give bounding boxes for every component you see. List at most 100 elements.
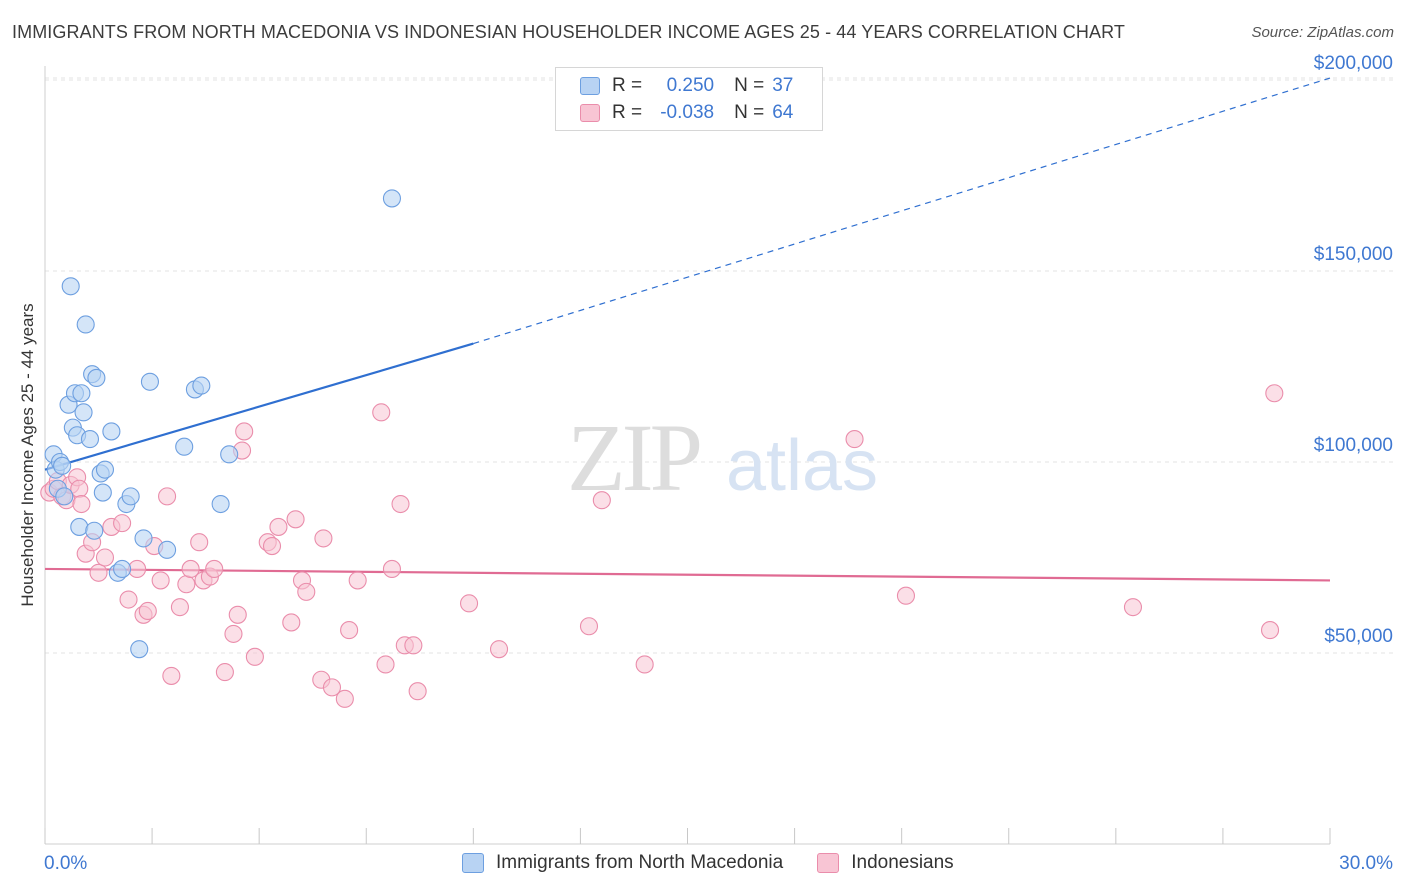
series-legend: Immigrants from North Macedonia Indonesi… bbox=[462, 852, 988, 874]
data-point-indonesians bbox=[459, 594, 479, 613]
data-point-indonesians bbox=[635, 655, 654, 674]
x-tick-label: 0.0% bbox=[44, 853, 87, 874]
data-point-north-macedonia bbox=[53, 456, 72, 475]
trend-line-indonesians bbox=[44, 567, 1331, 582]
data-point-indonesians bbox=[119, 590, 138, 609]
data-point-indonesians bbox=[170, 598, 189, 617]
data-point-indonesians bbox=[158, 487, 177, 506]
legend-r-label: R = bbox=[612, 102, 643, 123]
legend-swatch-blue bbox=[580, 77, 600, 95]
trend-line-north-macedonia bbox=[44, 342, 474, 471]
data-point-indonesians bbox=[215, 663, 234, 682]
x-tick-label: 30.0% bbox=[1339, 853, 1393, 874]
data-point-indonesians bbox=[205, 559, 224, 579]
data-point-indonesians bbox=[269, 517, 288, 536]
data-point-indonesians bbox=[286, 510, 305, 529]
legend-swatch-pink bbox=[580, 104, 600, 122]
data-point-indonesians bbox=[297, 582, 316, 601]
legend-swatch-blue bbox=[462, 853, 484, 873]
legend-item-indonesians[interactable]: Indonesians bbox=[817, 852, 954, 874]
data-point-indonesians bbox=[896, 586, 916, 605]
data-point-indonesians bbox=[162, 666, 181, 685]
y-tick-label: $150,000 bbox=[1314, 244, 1393, 265]
data-point-north-macedonia bbox=[158, 540, 177, 559]
data-point-north-macedonia bbox=[87, 368, 106, 388]
data-point-north-macedonia bbox=[74, 403, 93, 422]
data-point-north-macedonia bbox=[55, 487, 74, 506]
legend-n-value-indonesians: 64 bbox=[772, 102, 794, 123]
data-point-indonesians bbox=[95, 548, 115, 567]
data-point-north-macedonia bbox=[211, 494, 230, 514]
data-point-north-macedonia bbox=[220, 445, 239, 464]
data-point-indonesians bbox=[382, 559, 402, 579]
data-point-indonesians bbox=[489, 640, 509, 659]
data-point-indonesians bbox=[228, 605, 247, 624]
data-point-indonesians bbox=[224, 624, 243, 643]
legend-r-value-indonesians: -0.038 bbox=[660, 102, 715, 123]
watermark: ZIP atlas bbox=[567, 404, 878, 511]
data-point-north-macedonia bbox=[95, 460, 115, 479]
data-point-indonesians bbox=[376, 655, 395, 674]
data-point-indonesians bbox=[335, 689, 354, 708]
data-point-indonesians bbox=[151, 571, 170, 590]
watermark-zip: ZIP bbox=[567, 404, 700, 511]
data-point-north-macedonia bbox=[85, 521, 104, 540]
data-point-indonesians bbox=[177, 575, 196, 594]
data-point-indonesians bbox=[138, 601, 157, 621]
data-point-north-macedonia bbox=[175, 437, 194, 456]
data-point-indonesians bbox=[579, 617, 599, 636]
legend-r-label: R = bbox=[612, 75, 643, 96]
legend-item-north-macedonia[interactable]: Immigrants from North Macedonia bbox=[462, 852, 783, 874]
data-point-indonesians bbox=[190, 533, 209, 552]
data-point-indonesians bbox=[592, 491, 611, 510]
data-point-indonesians bbox=[262, 536, 282, 556]
grid-lines bbox=[45, 77, 1394, 654]
data-point-indonesians bbox=[322, 678, 342, 697]
chart-title: IMMIGRANTS FROM NORTH MACEDONIA VS INDON… bbox=[12, 22, 1125, 42]
data-point-north-macedonia bbox=[121, 487, 140, 506]
data-point-indonesians bbox=[1123, 598, 1143, 617]
north-macedonia-points bbox=[44, 189, 402, 659]
legend-label-indonesians: Indonesians bbox=[851, 852, 954, 873]
data-point-indonesians bbox=[70, 479, 89, 498]
legend-swatch-pink bbox=[817, 853, 840, 873]
data-point-north-macedonia bbox=[382, 189, 402, 208]
data-point-indonesians bbox=[72, 494, 91, 514]
data-point-indonesians bbox=[348, 571, 367, 590]
data-point-north-macedonia bbox=[130, 640, 149, 659]
data-point-indonesians bbox=[391, 494, 410, 514]
tick-labels: $50,000 $100,000 $150,000 $200,000 0.0% 30.0% bbox=[44, 53, 1393, 874]
data-point-north-macedonia bbox=[70, 517, 89, 536]
data-point-indonesians bbox=[845, 430, 864, 449]
data-point-north-macedonia bbox=[72, 384, 91, 403]
legend-r-value-north-macedonia: 0.250 bbox=[666, 75, 715, 96]
data-point-north-macedonia bbox=[61, 277, 80, 296]
data-point-indonesians bbox=[314, 529, 333, 548]
legend-row-indonesians: R = -0.038 N = 64 bbox=[580, 101, 793, 125]
y-tick-label: $50,000 bbox=[1324, 626, 1393, 647]
data-point-north-macedonia bbox=[102, 422, 121, 441]
data-point-north-macedonia bbox=[113, 559, 132, 579]
data-point-north-macedonia bbox=[93, 483, 112, 502]
data-point-indonesians bbox=[89, 563, 108, 582]
data-point-indonesians bbox=[113, 514, 132, 533]
trend-lines bbox=[44, 77, 1331, 582]
data-point-north-macedonia bbox=[192, 376, 211, 395]
y-tick-label: $200,000 bbox=[1314, 53, 1393, 74]
data-point-indonesians bbox=[245, 647, 264, 666]
correlation-legend: R = 0.250 N = 37 R = -0.038 N = 64 bbox=[555, 67, 823, 131]
legend-n-label: N = bbox=[734, 75, 765, 96]
data-point-indonesians bbox=[1265, 384, 1284, 403]
legend-n-value-north-macedonia: 37 bbox=[772, 75, 794, 96]
y-axis-title: Householder Income Ages 25 - 44 years bbox=[18, 303, 37, 607]
source-label: Source: ZipAtlas.com bbox=[1251, 24, 1394, 41]
data-point-north-macedonia bbox=[134, 529, 153, 548]
data-point-indonesians bbox=[372, 403, 391, 422]
data-point-north-macedonia bbox=[76, 315, 95, 334]
data-point-indonesians bbox=[404, 636, 423, 655]
data-point-north-macedonia bbox=[80, 430, 100, 449]
data-point-indonesians bbox=[181, 559, 200, 579]
legend-n-label: N = bbox=[734, 102, 765, 123]
data-point-north-macedonia bbox=[140, 372, 159, 391]
